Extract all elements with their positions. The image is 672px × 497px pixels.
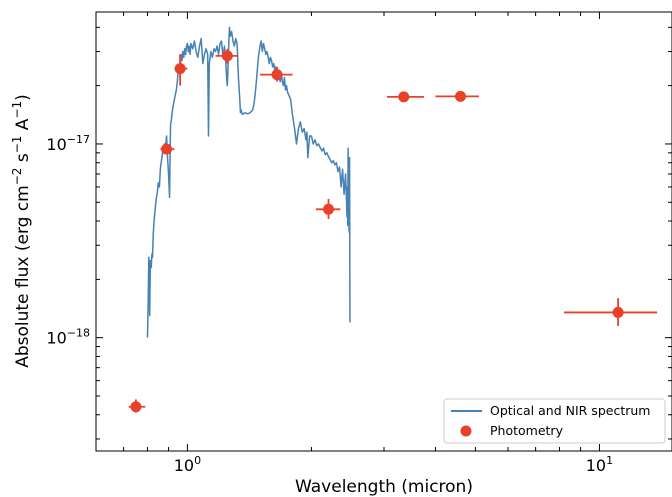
x-tick-label: 101 <box>586 454 613 475</box>
photometry-marker <box>322 203 334 215</box>
photometry-point <box>259 66 293 82</box>
photometry-marker <box>398 91 410 103</box>
legend-photometry-label: Photometry <box>490 423 564 438</box>
spectrum-layer <box>146 26 351 338</box>
photometry-point <box>215 48 239 64</box>
legend-spectrum-label: Optical and NIR spectrum <box>490 403 650 418</box>
legend-box <box>443 398 666 444</box>
axis-tick-labels: 100 101 10−18 10−17 <box>46 133 613 475</box>
legend: Optical and NIR spectrum Photometry <box>443 398 666 444</box>
photometry-marker <box>612 306 624 318</box>
x-axis-label: Wavelength (micron) <box>295 477 473 497</box>
photometry-marker <box>271 69 283 81</box>
photometry-point <box>315 198 341 219</box>
photometry-marker <box>221 50 233 62</box>
photometry-layer <box>128 48 658 413</box>
axis-ticks <box>95 12 672 451</box>
photometry-marker <box>454 90 466 102</box>
photometry-marker <box>161 143 173 155</box>
x-tick-label: 100 <box>174 454 201 475</box>
legend-photometry-swatch <box>460 425 472 437</box>
photometry-point <box>435 90 479 102</box>
photometry-point <box>160 143 175 155</box>
photometry-point <box>386 91 424 103</box>
spectrum-line <box>146 26 351 338</box>
y-tick-label: 10−17 <box>46 133 90 154</box>
y-tick-label: 10−18 <box>46 327 90 348</box>
photometry-marker <box>174 63 186 75</box>
photometry-point <box>128 399 146 413</box>
photometry-point <box>174 54 188 86</box>
photometry-point <box>563 298 658 326</box>
photometry-marker <box>130 401 142 413</box>
y-axis-label: Absolute flux (erg cm−2 s−1 A−1) <box>10 94 33 368</box>
